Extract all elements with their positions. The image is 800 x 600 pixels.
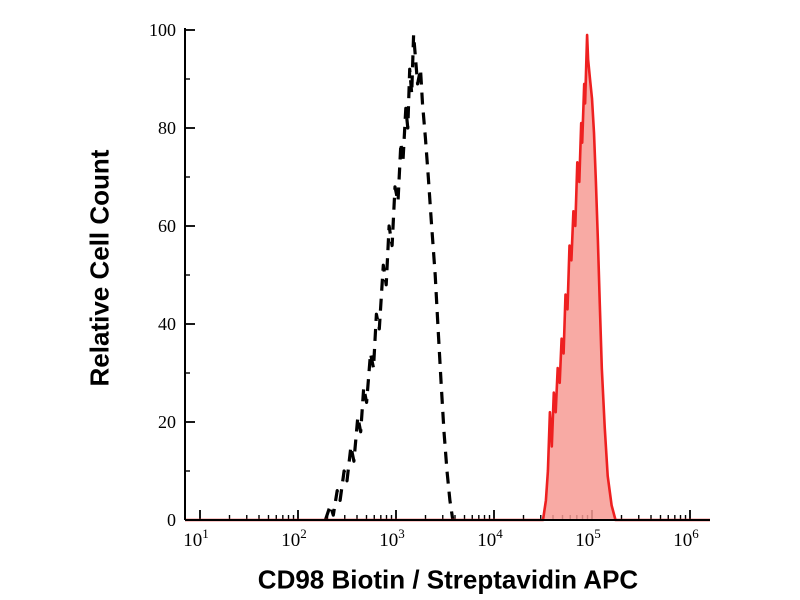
axes: [184, 28, 710, 521]
x-tick-label: 101: [183, 526, 209, 551]
x-tick-label: 103: [379, 526, 405, 551]
y-tick-label: 80: [158, 118, 176, 138]
x-tick-label: 105: [575, 526, 601, 551]
x-tick-label: 102: [281, 526, 307, 551]
x-tick-label: 106: [673, 526, 699, 551]
y-axis-label: Relative Cell Count: [84, 149, 115, 387]
y-tick-label: 100: [149, 20, 176, 40]
tick-labels: 101 102 103 104 105 106 0 20 40 60 80 100: [149, 20, 699, 551]
y-tick-label: 60: [158, 216, 176, 236]
x-tick-label: 104: [477, 526, 503, 551]
y-tick-label: 0: [167, 510, 176, 530]
series-curves: [185, 33, 710, 522]
control-series-path: [323, 33, 455, 521]
tick-marks: [185, 29, 691, 521]
x-axis-label: CD98 Biotin / Streptavidin APC: [257, 564, 639, 595]
y-tick-label: 20: [158, 412, 176, 432]
y-tick-label: 40: [158, 314, 176, 334]
stained-series-path: [185, 33, 710, 522]
